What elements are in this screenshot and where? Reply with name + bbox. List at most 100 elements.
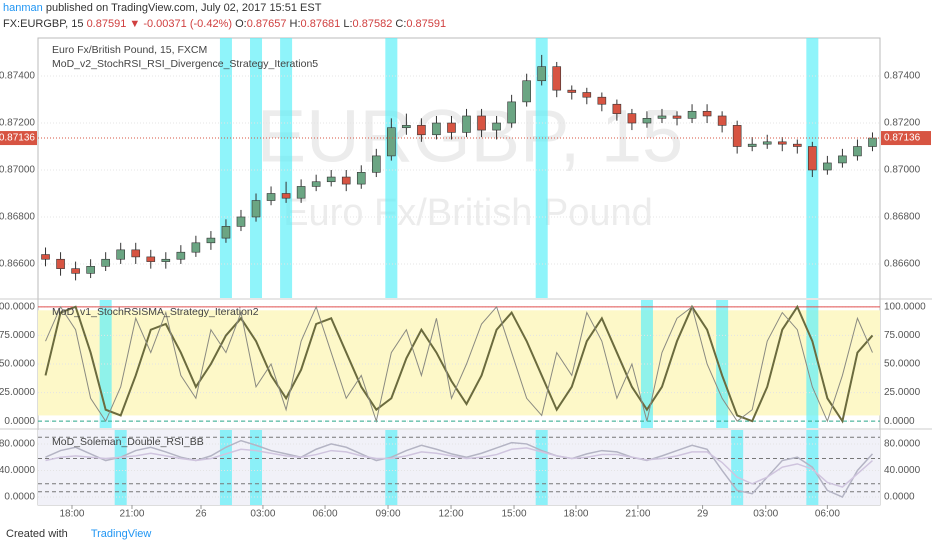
x-tick-label: 21:00 <box>625 509 650 520</box>
candle-body <box>191 242 201 253</box>
x-tick-label: 21:00 <box>119 509 144 520</box>
candle-body <box>612 103 622 114</box>
signal-highlight <box>219 38 232 298</box>
signal-highlight <box>640 300 653 428</box>
signal-highlight <box>219 430 232 505</box>
y-tick-label: 50.0000 <box>0 359 35 370</box>
signal-highlight <box>280 38 293 298</box>
candle-body <box>462 115 471 133</box>
candle-body <box>777 141 787 145</box>
y-tick-label: 40.0000 <box>884 465 921 476</box>
candle-body <box>597 96 607 105</box>
candle-body <box>793 143 802 147</box>
pane-subtitle: MoD_v2_StochRSI_RSI_Divergence_Strategy_… <box>52 58 318 70</box>
candle-body <box>86 265 95 274</box>
pane-title: MoD_v1_StochRSISMA_Strategy_Iteration2 <box>52 306 259 318</box>
candle-body <box>552 66 562 91</box>
price: 0.87591 <box>86 18 127 30</box>
candle-body <box>41 254 50 260</box>
candle-body <box>702 110 712 117</box>
ohlc-key: O: <box>235 18 247 30</box>
x-tick-label: 12:00 <box>439 509 464 520</box>
watermark: EURGBP, 15 <box>257 95 683 178</box>
y-tick-label: 0.87400 <box>0 71 35 82</box>
candle-body <box>56 258 65 269</box>
y-tick-label: 0.87200 <box>884 118 921 129</box>
series-line <box>45 447 873 488</box>
candle-body <box>747 143 757 147</box>
candle-body <box>582 92 592 98</box>
y-tick-label: 0.0000 <box>4 492 35 503</box>
candle-body <box>492 122 501 131</box>
brand[interactable]: TradingView <box>90 528 152 540</box>
candle-body <box>146 256 156 262</box>
watermark-sub: Euro Fx/British Pound <box>283 192 653 234</box>
candle-body <box>251 200 261 218</box>
candle-body <box>206 237 216 244</box>
candle-body <box>808 146 817 171</box>
footer: Created with TradingView <box>6 528 151 540</box>
candle-body <box>627 113 637 124</box>
signal-highlight <box>250 430 263 505</box>
ohlc-value: 0.87657 <box>246 18 287 30</box>
candle-body <box>176 251 186 260</box>
y-tick-label: 0.0000 <box>4 416 35 427</box>
candle-body <box>372 155 381 173</box>
user[interactable]: hanman <box>3 2 43 14</box>
fill-band <box>38 310 880 416</box>
series-line <box>44 304 874 424</box>
candle-body <box>432 122 441 136</box>
candle-body <box>266 193 276 201</box>
y-tick-label: 75.0000 <box>0 330 35 341</box>
symbol: FX:EURGBP, 15 <box>3 18 84 30</box>
y-tick-label: 0.86800 <box>0 212 35 223</box>
y-tick-label: 0.86800 <box>884 212 921 223</box>
ohlc-key: H: <box>289 18 301 30</box>
candle-body <box>101 258 110 267</box>
candle-body <box>296 186 306 199</box>
ohlc-key: L: <box>343 18 353 30</box>
footer-text: Created with <box>6 528 68 540</box>
candle-body <box>281 193 291 199</box>
x-tick-label: 26 <box>195 509 207 520</box>
ohlc-value: 0.87591 <box>406 18 447 30</box>
x-tick-label: 09:00 <box>376 509 401 520</box>
ohlc-value: 0.87681 <box>300 18 341 30</box>
y-tick-label: 100.0000 <box>884 301 926 312</box>
series-line <box>45 439 874 498</box>
y-tick-label: 0.0000 <box>884 416 915 427</box>
y-tick-label: 0.86600 <box>0 259 35 270</box>
x-tick-label: 15:00 <box>502 509 527 520</box>
candle-body <box>657 115 667 119</box>
candle-body <box>868 137 877 147</box>
y-tick-label: 0.87400 <box>884 71 921 82</box>
y-tick-label: 0.86600 <box>884 259 921 270</box>
y-tick-label: 0.87000 <box>0 165 35 176</box>
candle-body <box>507 101 516 124</box>
candle-body <box>672 115 682 119</box>
candle-body <box>762 141 772 145</box>
ohlc-key: C: <box>395 18 407 30</box>
last-price-box <box>881 131 931 146</box>
y-tick-label: 80.0000 <box>0 439 35 450</box>
y-tick-label: 0.0000 <box>884 492 915 503</box>
candle-body <box>477 115 486 131</box>
signal-highlight <box>535 430 548 505</box>
symbol-line: FX:EURGBP, 15 0.87591 ▼ -0.00371 (-0.42%… <box>3 18 446 30</box>
candle-body <box>71 268 80 274</box>
pane-title: MoD_Soleman_Double_RSI_BB <box>52 436 204 448</box>
signal-highlight <box>535 38 548 298</box>
last-price-label: 0.87136 <box>0 133 35 144</box>
candle-body <box>642 118 652 124</box>
candle-body <box>687 110 697 119</box>
candle-body <box>567 89 577 93</box>
x-tick-label: 06:00 <box>313 509 338 520</box>
signal-highlight <box>731 430 744 505</box>
candle-body <box>838 155 847 164</box>
candle-body <box>311 181 321 187</box>
candle-body <box>326 176 336 183</box>
signal-highlight <box>114 430 127 505</box>
series-line <box>45 305 873 424</box>
